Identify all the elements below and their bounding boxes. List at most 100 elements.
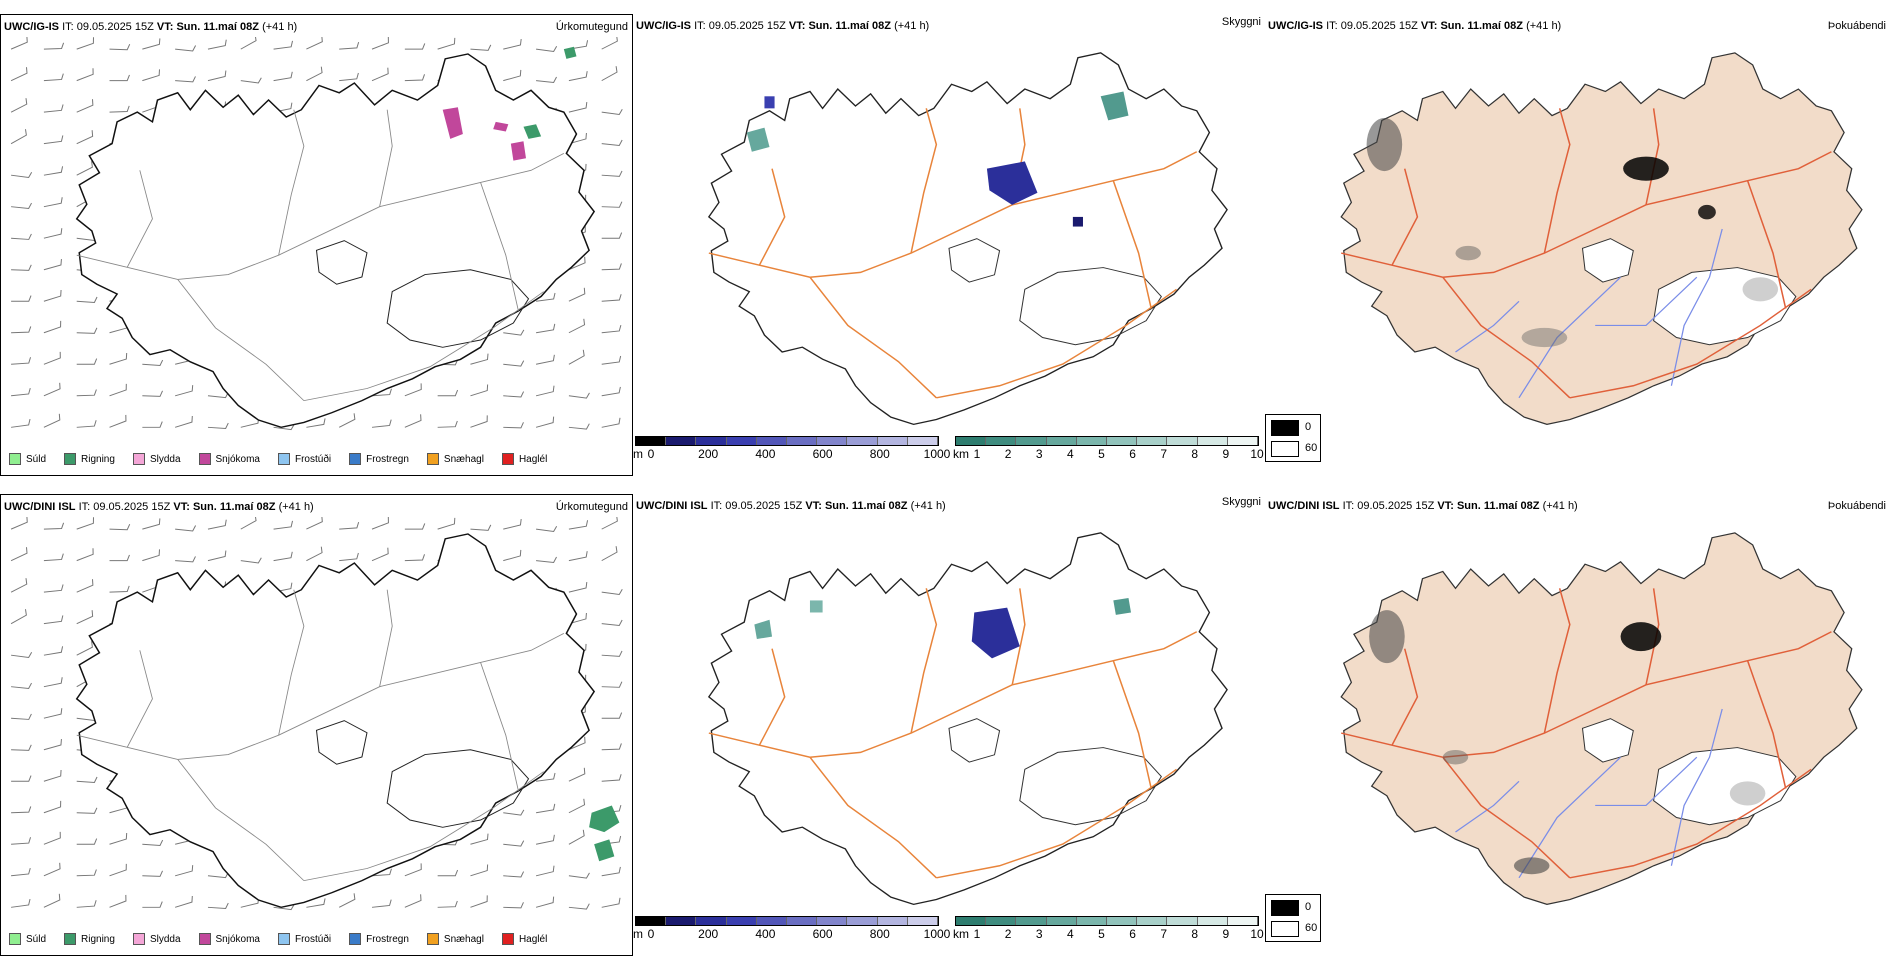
legend-swatch <box>349 453 362 465</box>
colorbar-tick-label: 600 <box>812 447 833 461</box>
colorbar-tick-label: 8 <box>1191 447 1199 461</box>
fog-cell <box>1729 781 1766 806</box>
wind-barb <box>76 517 95 530</box>
wind-barb <box>503 329 525 336</box>
colorbar-boxes <box>635 436 939 446</box>
panel-title: Þokuábendi <box>1827 500 1886 512</box>
wind-barb <box>536 292 556 302</box>
wind-barb <box>568 582 588 593</box>
wind-barb <box>109 832 128 845</box>
wind-barb <box>568 767 586 782</box>
colorbar-tick-label: 1 <box>973 447 981 461</box>
wind-barb <box>10 609 27 625</box>
legend-swatch <box>64 933 77 945</box>
wind-barb <box>109 414 127 428</box>
colorbar-tick-label: 9 <box>1222 447 1230 461</box>
legend-item-frostudi: Frostúði <box>272 933 331 945</box>
wind-barb <box>503 39 522 50</box>
colorbar-swatch <box>1197 437 1228 445</box>
wind-barb <box>11 837 32 845</box>
vt-value: Sun. 11.maí 08Z <box>176 21 259 33</box>
rain-area <box>563 46 577 59</box>
wind-barb <box>601 743 622 751</box>
legend-item-frostudi: Frostúði <box>272 453 331 465</box>
wind-barb <box>76 900 97 908</box>
wind-barb <box>371 67 389 82</box>
fog-label: 60 <box>1305 922 1318 934</box>
fog-swatch-black <box>1271 900 1299 916</box>
colorbar-swatch <box>956 917 987 925</box>
colorbar-tick-label: 5 <box>1098 927 1105 941</box>
colorbar-tick-label: 8 <box>1191 927 1199 941</box>
wind-barb <box>437 37 456 50</box>
wind-barb <box>568 71 588 82</box>
legend-swatch <box>9 453 21 465</box>
wind-barb <box>568 829 585 845</box>
legend-swatch <box>277 933 290 945</box>
wind-barb <box>109 863 127 877</box>
wind-barb <box>76 161 93 176</box>
wind-barb <box>306 517 323 530</box>
wind-barb <box>601 170 623 177</box>
wind-barb <box>43 646 64 656</box>
wind-barb <box>601 109 623 115</box>
fog-cell <box>1513 857 1550 875</box>
colorbar-swatch <box>907 917 938 925</box>
wind-barb <box>404 383 422 397</box>
wind-barb <box>306 418 326 428</box>
wind-barb <box>568 872 590 879</box>
wind-barb <box>43 800 62 814</box>
wind-barb <box>142 359 164 366</box>
wind-barb <box>601 37 618 50</box>
wind-barb <box>10 517 28 530</box>
wind-barb <box>503 391 525 398</box>
low-visibility-area <box>764 96 775 109</box>
colorbar-swatch <box>847 917 878 925</box>
colorbar-swatch <box>1227 917 1258 925</box>
wind-barb <box>568 287 586 302</box>
colorbar-boxes <box>635 916 939 926</box>
wind-barb <box>273 551 293 562</box>
fog-cell <box>1698 204 1716 220</box>
legend-item-rigning: Rigning <box>58 933 115 945</box>
colorbar-swatch <box>986 437 1017 445</box>
colorbar-swatch <box>1106 437 1138 445</box>
wind-barb <box>142 390 163 397</box>
colorbar-swatch <box>1016 917 1047 925</box>
colorbar-swatch <box>786 917 818 925</box>
wind-barb <box>568 736 586 751</box>
fog-swatch-white <box>1271 921 1299 937</box>
colorbar-swatch <box>1197 917 1228 925</box>
wind-barb <box>240 517 257 530</box>
lead-time: (+41 h) <box>262 21 298 33</box>
legend-item-snjokoma: Snjókoma <box>193 453 260 465</box>
wind-barb <box>76 579 94 593</box>
colorbar-swatch <box>636 917 667 925</box>
fog-legend: 0 60 <box>1265 414 1321 462</box>
wind-barb <box>109 523 131 531</box>
precip-map <box>10 37 623 431</box>
wind-barb <box>503 69 522 82</box>
fog-swatch-white <box>1271 441 1299 457</box>
colorbar-tick-label: 3 <box>1035 927 1043 941</box>
wind-barb <box>76 641 93 656</box>
colorbar-tick-label: 7 <box>1160 927 1167 941</box>
wind-barb <box>43 289 62 302</box>
wind-barb <box>404 554 426 562</box>
wind-barb <box>470 44 492 51</box>
panel-header: UWC/IG-IS IT: 09.05.2025 15Z VT: Sun. 11… <box>1268 20 1562 32</box>
colorbar-tick-label: 800 <box>869 447 890 461</box>
fog-cell <box>1442 749 1469 765</box>
wind-barb <box>175 525 197 532</box>
colorbar-tick-label: 400 <box>755 447 776 461</box>
colorbar-swatch <box>756 917 787 925</box>
colorbar-swatch <box>756 437 787 445</box>
fog-label: 0 <box>1305 901 1312 913</box>
wind-barb <box>207 871 229 879</box>
wind-barb <box>503 422 524 429</box>
precip-type-panel: UWC/DINI ISL IT: 09.05.2025 15Z VT: Sun.… <box>0 494 633 956</box>
wind-barb <box>568 551 588 562</box>
legend-item-hagel: Haglél <box>496 453 547 465</box>
wind-barb <box>601 897 621 908</box>
colorbar-tick-label: 10 <box>1250 927 1264 941</box>
